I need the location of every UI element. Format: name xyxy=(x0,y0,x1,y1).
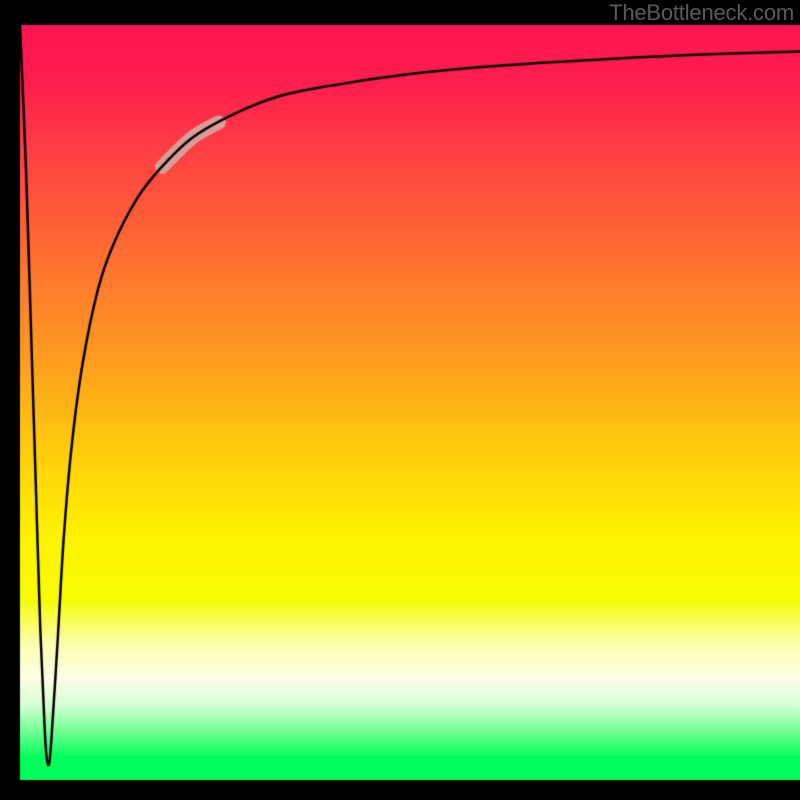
chart-canvas xyxy=(0,0,800,800)
bottleneck-chart: TheBottleneck.com xyxy=(0,0,800,800)
